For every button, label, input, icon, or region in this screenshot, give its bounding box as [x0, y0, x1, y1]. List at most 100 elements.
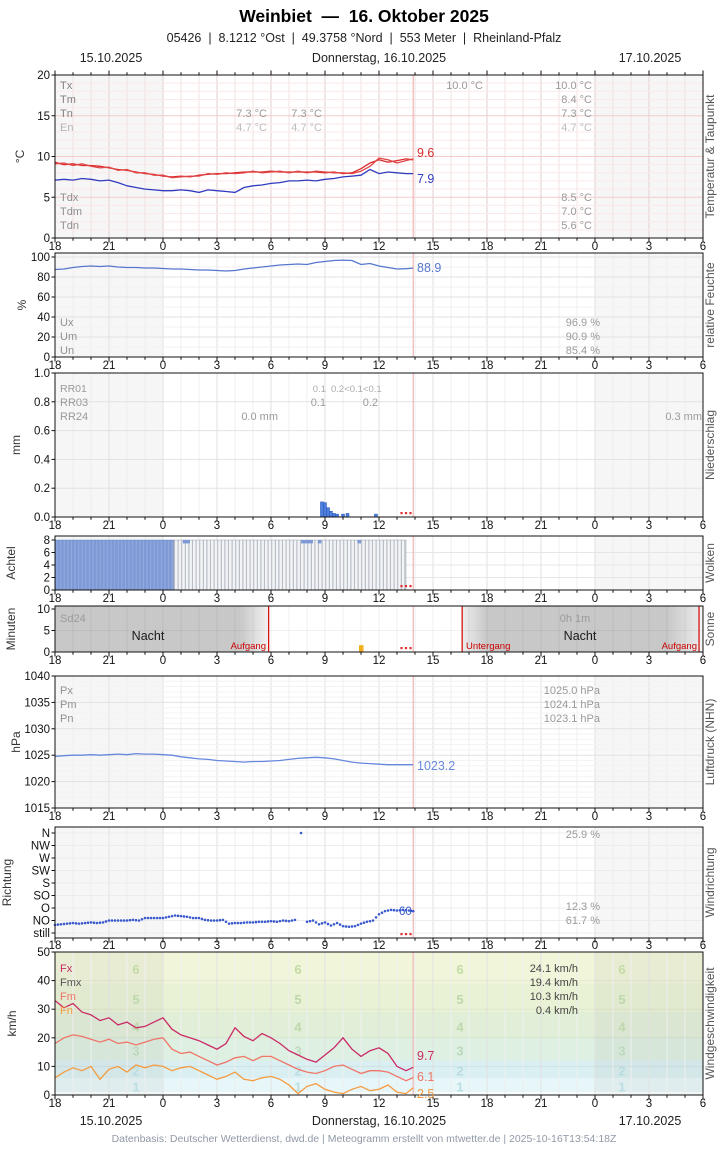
beaufort-number: 6 — [294, 962, 301, 977]
right-panel-label: Windrichtung — [703, 847, 717, 917]
right-panel-label: relative Feuchte — [703, 262, 717, 348]
wind-dir-dot — [323, 921, 327, 924]
beaufort-number: 1 — [294, 1079, 301, 1094]
annotation: 8.4 °C — [561, 94, 592, 106]
missing-data-marker — [404, 512, 408, 515]
wind-dir-dot — [272, 920, 276, 923]
wind-dir-dot — [170, 914, 174, 918]
x-tick-label: 6 — [700, 241, 706, 253]
annotation: Pm — [60, 699, 77, 711]
y-tick-label: 100 — [31, 252, 50, 264]
x-tick-label: 0 — [592, 655, 598, 667]
wind-dir-dot — [257, 920, 261, 924]
date-previous-top: 15.10.2025 — [79, 51, 143, 65]
left-unit-label: % — [15, 299, 29, 310]
x-tick-label: 6 — [700, 520, 706, 532]
wind-dir-dot — [77, 922, 81, 925]
wind-dir-dot — [146, 916, 150, 920]
wind-dir-dot — [320, 922, 324, 925]
annotation: Fx — [60, 963, 73, 975]
wind-dir-dot — [395, 909, 399, 912]
date-next-bottom: 17.10.2025 — [618, 1114, 682, 1128]
series-dewpoint — [54, 168, 414, 194]
wind-dir-dot — [389, 908, 393, 912]
annotation: 1025.0 hPa — [544, 685, 601, 697]
x-tick-label: 9 — [322, 940, 328, 952]
x-tick-label: 3 — [646, 1098, 652, 1110]
annotation: 4.7 °C — [561, 122, 592, 134]
annotation: 9.6 — [417, 146, 434, 160]
annotation: 19.4 km/h — [530, 977, 578, 989]
annotation: RR03 — [60, 397, 88, 409]
x-tick-label: 9 — [322, 241, 328, 253]
wind-dir-dot — [161, 916, 165, 920]
left-unit-label: °C — [13, 149, 27, 163]
y-tick-label: 20 — [37, 1033, 50, 1045]
y-tick-label: 6 — [44, 548, 50, 560]
x-tick-label: 0 — [160, 655, 166, 667]
date-current-bottom: Donnerstag, 16.10.2025 — [311, 1114, 447, 1128]
missing-data-marker — [400, 585, 403, 588]
x-tick-label: 6 — [268, 655, 274, 667]
missing-data-marker — [409, 512, 412, 515]
precip-bar — [345, 513, 350, 518]
wind-dir-dot — [341, 924, 345, 928]
wind-dir-dot — [386, 909, 390, 912]
beaufort-number: 2 — [618, 1064, 625, 1079]
date-row-bottom: 15.10.2025 Donnerstag, 16.10.2025 17.10.… — [0, 1114, 728, 1130]
wind-dir-dot — [411, 909, 415, 913]
page-title: Weinbiet — 16. Oktober 2025 — [239, 6, 489, 26]
wind-dir-dot — [194, 916, 198, 920]
x-tick-label: 18 — [481, 520, 494, 532]
wind-dir-dot — [236, 921, 240, 925]
right-panel-label: Niederschlag — [703, 410, 717, 480]
wind-dir-dot — [233, 921, 237, 925]
wind-dir-dot — [293, 918, 297, 922]
x-tick-label: 0 — [592, 940, 598, 952]
annotation: 7.3 °C — [561, 108, 592, 120]
x-tick-label: 9 — [322, 1098, 328, 1110]
wind-dir-dot — [140, 917, 144, 921]
right-panel-label: Windgeschwindigkeit — [703, 967, 717, 1080]
annotation: Untergang — [466, 641, 510, 652]
x-tick-label: 12 — [373, 360, 386, 372]
x-tick-label: 6 — [700, 593, 706, 605]
annotation: Tn — [60, 108, 73, 120]
wind-dir-dot — [191, 916, 195, 920]
y-tick-label: 40 — [37, 312, 50, 324]
annotation: 4.7 °C — [236, 122, 267, 134]
wind-dir-dot — [185, 915, 189, 919]
x-tick-label: 12 — [373, 940, 386, 952]
series-pressure — [54, 752, 414, 766]
x-tick-label: 0 — [160, 360, 166, 372]
precip-bar — [329, 510, 333, 518]
y-tick-label: SO — [33, 891, 50, 903]
annotation: 8.5 °C — [561, 192, 592, 204]
x-tick-label: 18 — [49, 940, 62, 952]
precip-bar — [323, 502, 327, 518]
x-tick-label: 15 — [427, 241, 440, 253]
wind-dir-dot — [65, 922, 69, 925]
beaufort-number: 6 — [132, 962, 139, 977]
x-tick-label: 21 — [535, 811, 548, 823]
annotation: Tdn — [60, 220, 79, 232]
wind-dir-dot — [200, 917, 204, 921]
wind-dir-dot — [98, 921, 102, 924]
y-tick-label: 50 — [37, 947, 50, 959]
x-tick-label: 21 — [535, 940, 548, 952]
x-tick-label: 0 — [592, 520, 598, 532]
x-tick-label: 6 — [700, 811, 706, 823]
wind-dir-dot — [326, 922, 330, 926]
y-tick-label: O — [41, 903, 50, 915]
wind-dir-dot — [374, 916, 378, 919]
x-tick-label: 6 — [700, 1098, 706, 1110]
data-credit: Datenbasis: Deutscher Wetterdienst, dwd.… — [111, 1133, 617, 1145]
y-tick-label: 0.4 — [34, 454, 51, 466]
x-tick-label: 6 — [268, 241, 274, 253]
annotation: 0.0 mm — [241, 411, 278, 423]
y-tick-label: 20 — [37, 70, 50, 82]
beaufort-number: 3 — [294, 1044, 301, 1059]
x-tick-label: 6 — [268, 360, 274, 372]
y-tick-label: 1015 — [24, 803, 50, 815]
x-tick-label: 18 — [481, 593, 494, 605]
